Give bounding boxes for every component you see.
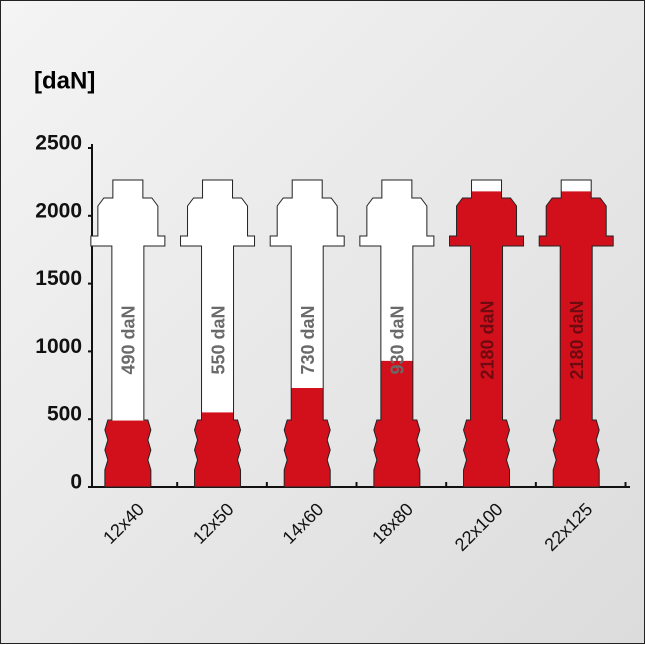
value-label: 2180 daN (567, 300, 587, 379)
anchor-body (270, 180, 345, 487)
anchor-outline (90, 179, 166, 488)
value-label: 930 daN (388, 305, 408, 374)
y-tick-label: 500 (47, 403, 82, 426)
value-label: 490 daN (119, 305, 139, 374)
value-label: 550 daN (208, 305, 228, 374)
anchor-outline (449, 179, 525, 488)
anchor-body (180, 180, 255, 487)
value-label: 2180 daN (477, 300, 497, 379)
y-tick-label: 2000 (35, 199, 82, 222)
anchor-outline (538, 179, 614, 488)
anchor-outline (359, 179, 435, 488)
y-tick-label: 2500 (35, 132, 82, 155)
y-tick-label: 0 (70, 471, 82, 494)
value-label: 730 daN (298, 305, 318, 374)
anchor-outline (180, 179, 256, 488)
y-axis-title: [daN] (34, 67, 95, 94)
anchor-body (90, 180, 165, 487)
y-tick-label: 1000 (35, 335, 82, 358)
anchor-body (359, 180, 434, 487)
anchor-outline (269, 179, 345, 488)
y-tick-label: 1500 (35, 267, 82, 290)
